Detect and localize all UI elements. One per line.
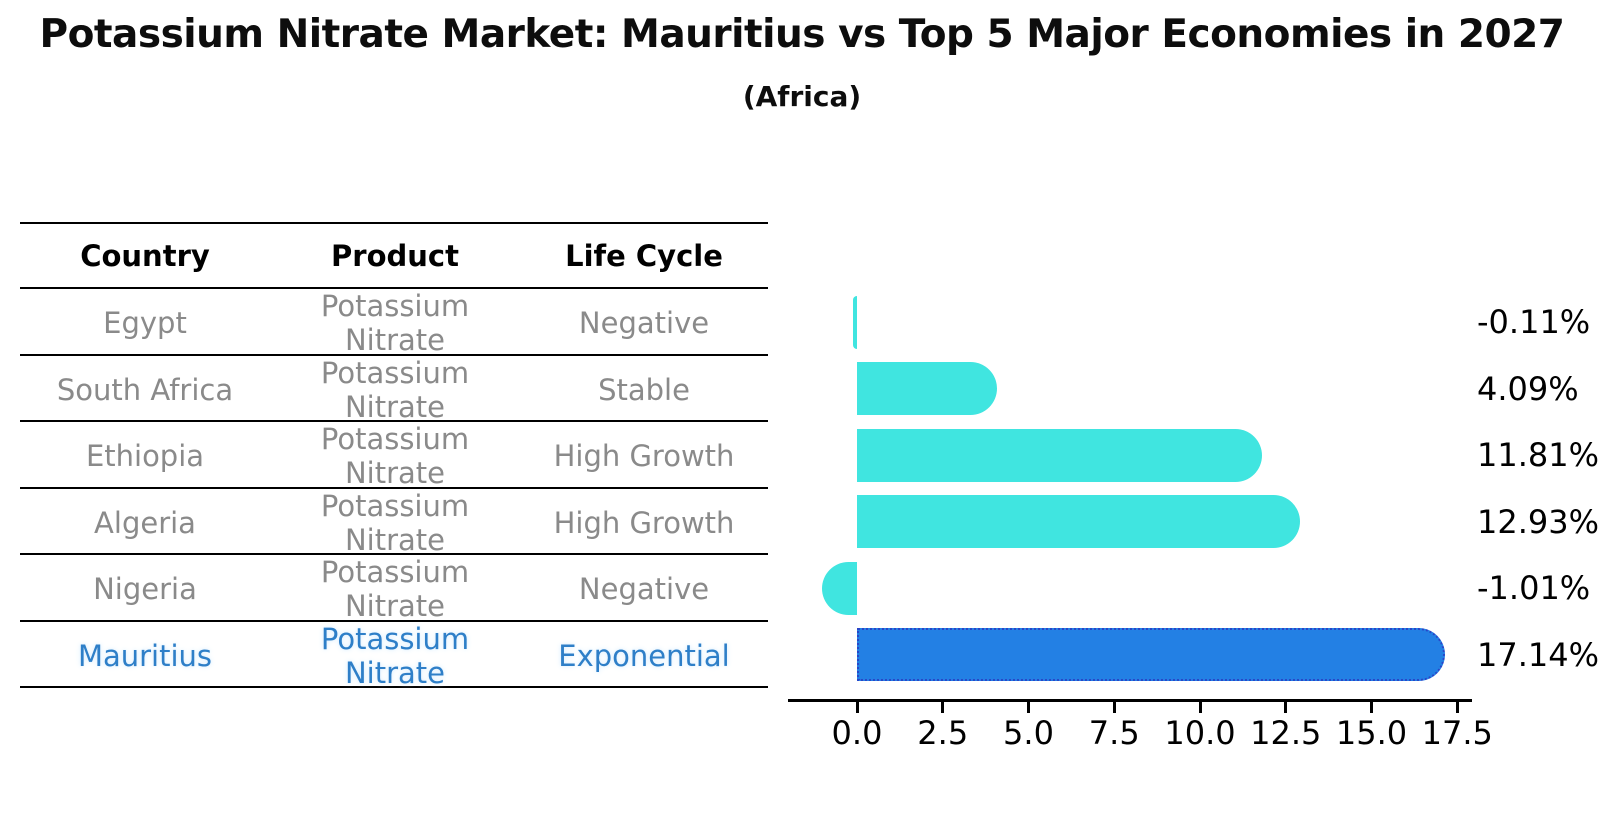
x-axis-tick-label: 10.0 [1164,714,1236,752]
table-row: Ethiopia Potassium Nitrate High Growth [20,422,768,490]
cell-country: Egypt [103,306,187,340]
bar-value-label: -0.11% [1477,303,1591,342]
summary-table: Country Product Life Cycle Egypt Potassiu… [20,222,768,690]
bar-south-africa [857,362,998,416]
x-axis-tick-label: 17.5 [1421,714,1493,752]
x-axis-tick [855,702,859,713]
x-axis-tick [941,702,945,713]
cell-life_cycle: Negative [578,306,710,340]
cell-product: Potassium Nitrate [320,621,470,690]
chart-title: Potassium Nitrate Market: Mauritius vs T… [39,12,1565,57]
x-axis-tick [1370,702,1373,713]
cell-country: Mauritius [77,638,213,673]
bar-nigeria [822,561,857,615]
bar-algeria [857,495,1301,549]
bar-value-label: 12.93% [1477,502,1600,541]
bar-mauritius [857,628,1445,682]
cell-product: Potassium Nitrate [320,289,470,357]
cell-life_cycle: Stable [598,372,690,407]
x-axis-tick-label: 7.5 [1088,714,1140,752]
x-axis-tick [1027,702,1030,713]
cell-life_cycle: Exponential [558,638,730,673]
cell-country: South Africa [56,372,234,407]
x-axis-tick-label: 0.0 [831,714,883,752]
x-axis-tick [1198,702,1202,713]
x-axis-tick-label: 5.0 [1003,714,1054,752]
chart-subtitle: (Africa) [742,80,862,113]
col-header-product: Product [331,238,459,273]
col-header-lifecycle: Life Cycle [565,238,723,273]
cell-country: Nigeria [93,572,197,606]
x-axis-tick-label: 12.5 [1250,714,1322,752]
cell-product: Potassium Nitrate [320,355,470,424]
cell-product: Potassium Nitrate [320,488,470,557]
bar-value-label: 11.81% [1477,436,1600,475]
x-axis-line [788,699,1472,702]
table-row: Egypt Potassium Nitrate Negative [20,289,768,357]
cell-product: Potassium Nitrate [320,555,470,623]
cell-life_cycle: Negative [578,572,710,606]
col-header-country: Country [80,238,210,273]
x-axis-tick-label: 2.5 [917,714,969,752]
table-body: Egypt Potassium Nitrate Negative South Afri… [20,289,768,690]
bar-egypt [853,295,857,349]
table-header-row: Country Product Life Cycle [20,222,768,289]
bar-value-label: 4.09% [1477,369,1579,408]
table-row: Algeria Potassium Nitrate High Growth [20,488,768,557]
cell-life_cycle: High Growth [553,439,735,473]
bar-value-label: 17.14% [1477,635,1600,674]
bar-ethiopia [857,428,1263,482]
cell-product: Potassium Nitrate [320,422,470,490]
cell-life_cycle: High Growth [553,505,735,540]
x-axis-tick [1112,702,1116,713]
table-row: South Africa Potassium Nitrate Stable [20,355,768,424]
table-row: Nigeria Potassium Nitrate Negative [20,555,768,623]
cell-country: Algeria [94,505,196,540]
bar-value-label: -1.01% [1477,569,1591,608]
x-axis-tick [1284,702,1288,713]
cell-country: Ethiopia [85,439,205,473]
x-axis-tick-label: 15.0 [1335,714,1408,752]
table-row: Mauritius Potassium Nitrate Exponential [20,621,768,690]
x-axis-tick [1455,702,1459,713]
